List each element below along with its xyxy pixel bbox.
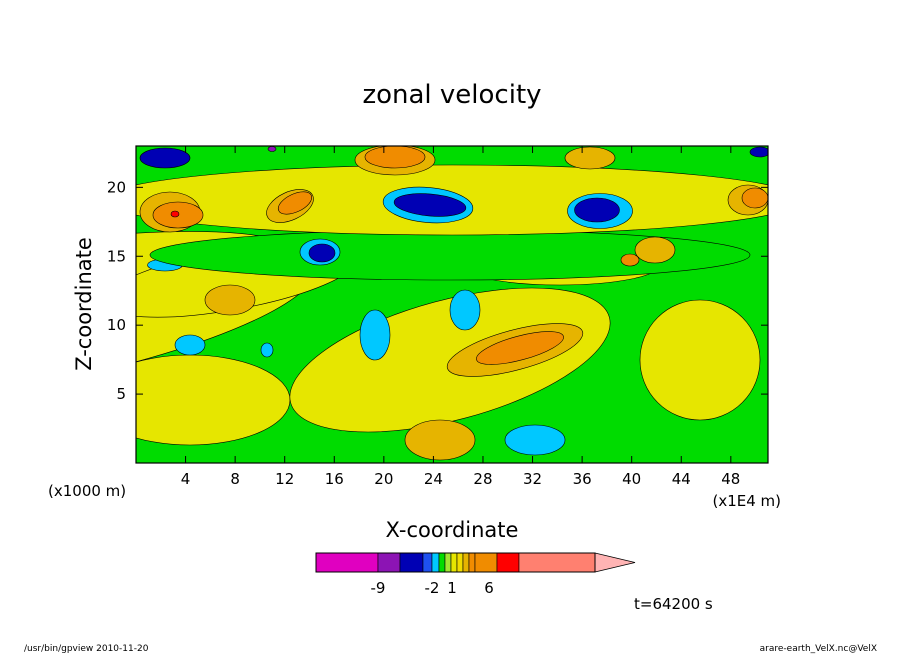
x-tick-label: 20 bbox=[374, 470, 393, 488]
colorbar-tick-label: 1 bbox=[447, 579, 457, 597]
plot-frame bbox=[135, 145, 769, 464]
colorbar-segment bbox=[438, 552, 446, 573]
y-tick-label: 15 bbox=[107, 247, 126, 265]
footer-right: arare-earth_VelX.nc@VelX bbox=[760, 644, 877, 654]
colorbar-segment bbox=[377, 552, 401, 573]
colorbar: -9 -2 1 6 bbox=[315, 552, 636, 597]
colorbar-tick-label: -2 bbox=[425, 579, 440, 597]
chart-title: zonal velocity bbox=[362, 80, 541, 110]
x-tick-label: 32 bbox=[523, 470, 542, 488]
x-tick-label: 44 bbox=[672, 470, 691, 488]
y-tick-label: 5 bbox=[116, 385, 126, 403]
colorbar-segment bbox=[444, 552, 452, 573]
colorbar-segment bbox=[456, 552, 464, 573]
colorbar-segment bbox=[422, 552, 433, 573]
colorbar-tick-label: -9 bbox=[371, 579, 386, 597]
x-tick-label: 8 bbox=[230, 470, 240, 488]
colorbar-segment bbox=[468, 552, 476, 573]
colorbar-segment bbox=[474, 552, 498, 573]
velocity-field bbox=[136, 146, 768, 461]
x-unit-left: (x1000 m) bbox=[48, 482, 126, 500]
colorbar-tick-label: 6 bbox=[484, 579, 494, 597]
colorbar-segment bbox=[450, 552, 458, 573]
y-tick-label: 10 bbox=[107, 316, 126, 334]
colorbar-segment bbox=[496, 552, 520, 573]
plot-area bbox=[135, 145, 769, 464]
colorbar-segment bbox=[431, 552, 440, 573]
x-tick-label: 24 bbox=[424, 470, 443, 488]
x-tick-label: 40 bbox=[622, 470, 641, 488]
x-tick-label: 12 bbox=[275, 470, 294, 488]
x-tick-label: 28 bbox=[473, 470, 492, 488]
y-tick-label: 20 bbox=[107, 178, 126, 196]
colorbar-segment bbox=[399, 552, 424, 573]
x-axis-label: X-coordinate bbox=[386, 518, 519, 542]
colorbar-segment bbox=[518, 552, 596, 573]
colorbar-frame bbox=[315, 552, 596, 573]
x-unit-right: (x1E4 m) bbox=[712, 492, 781, 510]
x-tick-label: 16 bbox=[325, 470, 344, 488]
time-label: t=64200 s bbox=[634, 595, 713, 613]
colorbar-segment bbox=[462, 552, 470, 573]
colorbar-extension bbox=[594, 552, 636, 573]
footer-left: /usr/bin/gpview 2010-11-20 bbox=[24, 644, 149, 654]
y-axis: 5 10 15 20 bbox=[107, 178, 768, 403]
colorbar-segment bbox=[315, 552, 379, 573]
x-axis: 4 8 12 16 20 24 28 32 36 40 44 48 bbox=[181, 146, 740, 488]
x-tick-label: 48 bbox=[721, 470, 740, 488]
x-tick-label: 4 bbox=[181, 470, 191, 488]
y-axis-label: Z-coordinate bbox=[72, 237, 96, 371]
x-tick-label: 36 bbox=[573, 470, 592, 488]
